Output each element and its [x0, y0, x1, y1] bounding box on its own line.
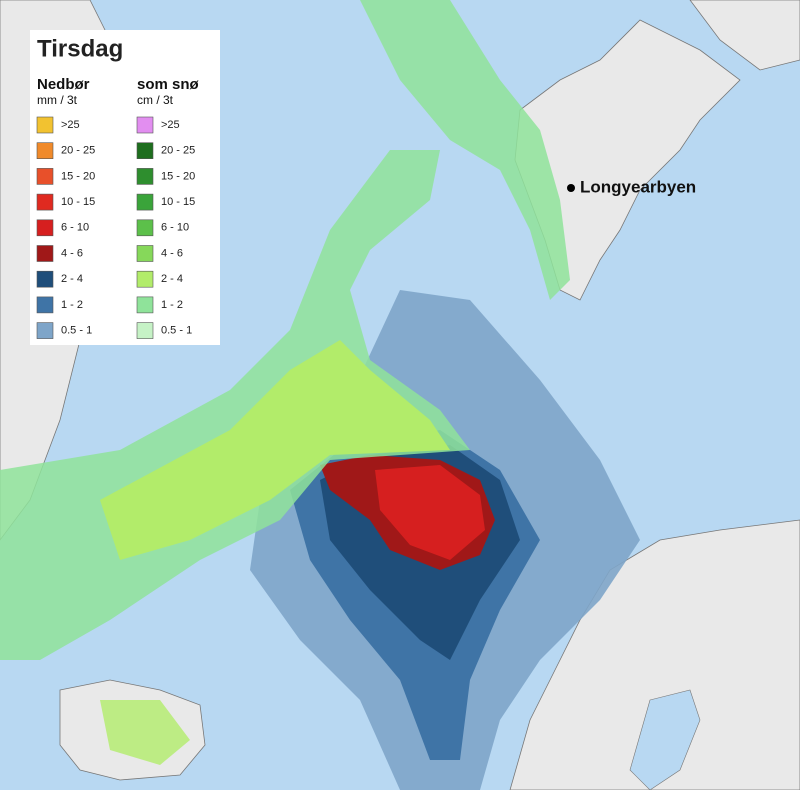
snow-area [100, 340, 450, 560]
legend-label: 1 - 2 [61, 299, 83, 311]
svalbard-north [689, 0, 800, 71]
legend-swatch [136, 245, 154, 262]
legend-label: 1 - 2 [161, 299, 183, 311]
legend-header: Nedbør [37, 76, 90, 93]
place-label: Longyearbyen [580, 177, 696, 196]
legend-label: 2 - 4 [161, 273, 183, 285]
legend-swatch [136, 168, 154, 185]
snow-area [100, 700, 190, 765]
legend-label: >25 [61, 119, 80, 131]
legend-swatch [36, 270, 54, 288]
legend-box [30, 30, 220, 345]
legend-swatch [36, 142, 54, 159]
legend-swatch [36, 322, 54, 339]
legend-label: 6 - 10 [161, 222, 189, 234]
legend-swatch [36, 245, 54, 262]
legend-label: 15 - 20 [161, 170, 195, 182]
legend-label: 15 - 20 [61, 170, 95, 182]
place-marker [567, 184, 575, 192]
legend-label: 20 - 25 [61, 145, 95, 157]
legend-swatch [136, 142, 154, 159]
legend-swatch [136, 219, 154, 237]
legend-swatch [136, 116, 154, 134]
legend-swatch [136, 296, 154, 314]
rain-area [375, 465, 485, 560]
legend-label: 20 - 25 [161, 145, 195, 157]
legend-label: 10 - 15 [61, 196, 95, 208]
legend-label: 10 - 15 [161, 196, 195, 208]
legend-swatch [136, 193, 154, 211]
legend-swatch [36, 219, 54, 237]
legend-label: 0.5 - 1 [61, 325, 92, 337]
legend-swatch [136, 322, 154, 339]
legend-label: 4 - 6 [61, 247, 83, 259]
snow-area [360, 0, 570, 300]
legend-swatch [36, 296, 54, 314]
title: Tirsdag [37, 35, 123, 62]
legend-header: som snø [137, 76, 200, 93]
legend-unit: mm / 3t [37, 93, 78, 107]
legend-swatch [36, 193, 54, 211]
legend-label: 6 - 10 [61, 222, 89, 234]
legend-label: >25 [161, 119, 180, 131]
legend-label: 2 - 4 [61, 273, 83, 285]
lake [629, 689, 701, 790]
legend: Tirsdag Nedbør mm / 3t som snø cm / 3t >… [30, 30, 220, 345]
legend-label: 4 - 6 [161, 247, 183, 259]
legend-swatch [36, 168, 54, 185]
legend-swatch [136, 270, 154, 288]
legend-swatch [36, 116, 54, 134]
legend-label: 0.5 - 1 [161, 325, 192, 337]
norway [509, 519, 800, 790]
legend-unit: cm / 3t [137, 93, 174, 107]
